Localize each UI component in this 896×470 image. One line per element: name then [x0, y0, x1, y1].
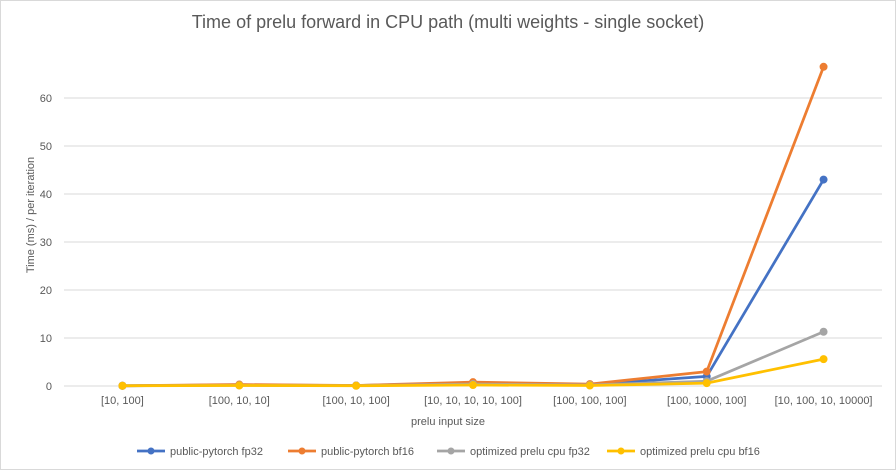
legend-marker-0	[147, 447, 155, 455]
data-point	[235, 381, 244, 390]
legend: public-pytorch fp32 public-pytorch bf16 op…	[137, 446, 760, 458]
y-axis-title: Time (ms) / per iteration	[25, 157, 37, 273]
y-tick-label: 60	[40, 93, 52, 105]
data-point	[585, 381, 594, 390]
x-tick-label: [10, 10, 10, 10, 100]	[424, 395, 522, 407]
y-axis-ticks: 0 10 20 30 40 50 60	[40, 93, 52, 393]
data-point	[702, 379, 711, 388]
data-point	[352, 381, 361, 390]
y-tick-label: 30	[40, 237, 52, 249]
series-group	[118, 62, 828, 390]
x-axis-title: prelu input size	[411, 416, 485, 428]
data-point	[469, 381, 477, 390]
x-axis-ticks: [10, 100] [100, 10, 10] [100, 10, 100] [10,…	[101, 395, 872, 407]
x-tick-label: [100, 10, 100]	[323, 395, 390, 407]
x-tick-label: [100, 10, 10]	[209, 395, 270, 407]
x-tick-label: [10, 100, 10, 10000]	[775, 395, 873, 407]
y-tick-label: 20	[40, 285, 52, 297]
x-tick-label: [10, 100]	[101, 395, 144, 407]
legend-label-1: public-pytorch bf16	[321, 446, 414, 458]
y-tick-label: 10	[40, 333, 52, 345]
data-point	[819, 175, 828, 184]
y-tick-label: 0	[46, 381, 52, 393]
data-point	[819, 327, 828, 336]
legend-marker-1	[298, 447, 306, 455]
x-tick-label: [100, 1000, 100]	[667, 395, 747, 407]
data-point	[819, 355, 828, 364]
legend-label-3: optimized prelu cpu bf16	[640, 446, 760, 458]
data-point	[819, 62, 828, 71]
legend-label-0: public-pytorch fp32	[170, 446, 263, 458]
data-point	[118, 381, 127, 390]
y-tick-label: 40	[40, 189, 52, 201]
y-tick-label: 50	[40, 141, 52, 153]
legend-label-2: optimized prelu cpu fp32	[470, 446, 590, 458]
x-tick-label: [100, 100, 100]	[553, 395, 626, 407]
gridlines	[64, 97, 882, 339]
series-line-0	[121, 178, 825, 388]
legend-marker-3	[617, 447, 625, 455]
chart-title: Time of prelu forward in CPU path (multi…	[192, 12, 705, 32]
legend-marker-2	[447, 447, 455, 455]
data-point	[702, 367, 711, 376]
